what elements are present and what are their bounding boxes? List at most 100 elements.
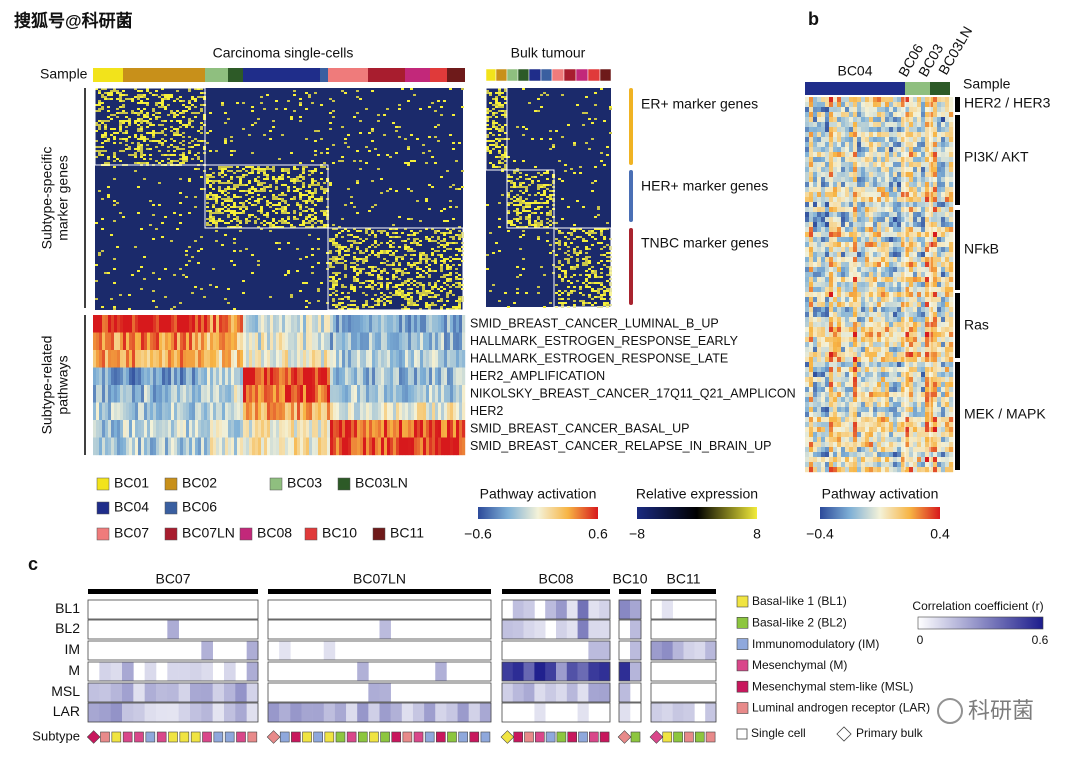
heatmap-cell	[525, 206, 528, 208]
heatmap-cell	[359, 132, 362, 134]
heatmap-cell	[263, 108, 266, 110]
heatmap-cell	[320, 220, 323, 222]
pathway-cell	[303, 367, 307, 386]
heatmap-cell	[239, 184, 242, 186]
heatmap-cell	[531, 180, 534, 182]
heatmap-cell	[248, 166, 251, 168]
heatmap-cell	[893, 152, 898, 158]
pathway-cell	[366, 315, 370, 333]
heatmap-cell	[921, 172, 926, 178]
heatmap-cell	[422, 286, 425, 288]
heatmap-cell	[323, 224, 326, 226]
heatmap-cell	[377, 244, 380, 246]
heatmap-cell	[224, 298, 227, 300]
heatmap-cell	[209, 192, 212, 194]
heatmap-cell	[937, 222, 942, 228]
heatmap-cell	[233, 204, 236, 206]
pathway-cell	[420, 437, 424, 456]
heatmap-cell	[218, 180, 221, 182]
heatmap-cell	[522, 134, 525, 136]
heatmap-cell	[194, 196, 197, 198]
heatmap-cell	[849, 132, 854, 138]
heatmap-cell	[164, 134, 167, 136]
heatmap-cell	[893, 162, 898, 168]
heatmap-cell	[392, 242, 395, 244]
pathway-cell	[438, 420, 442, 438]
heatmap-cell	[495, 126, 498, 128]
heatmap-cell	[504, 102, 507, 104]
heatmap-cell	[913, 187, 918, 193]
heatmap-cell	[813, 112, 818, 118]
heatmap-cell	[224, 194, 227, 196]
heatmap-cell	[585, 274, 588, 276]
heatmap-cell	[504, 124, 507, 126]
pathway-cell	[249, 315, 253, 333]
heatmap-cell	[809, 222, 814, 228]
heatmap-cell	[564, 274, 567, 276]
heatmap-cell	[224, 182, 227, 184]
heatmap-cell	[311, 254, 314, 256]
heatmap-cell	[410, 160, 413, 162]
heatmap-cell	[440, 266, 443, 268]
heatmap-cell	[829, 257, 834, 263]
heatmap-cell	[281, 222, 284, 224]
legend-label: BC04	[114, 499, 149, 515]
heatmap-cell	[389, 300, 392, 302]
heatmap-cell	[449, 230, 452, 232]
heatmap-cell	[825, 212, 830, 218]
heatmap-cell	[925, 107, 930, 113]
heatmap-cell	[869, 232, 874, 238]
heatmap-cell	[317, 300, 320, 302]
heatmap-cell	[561, 198, 564, 200]
pathway-cell	[369, 332, 373, 351]
heatmap-cell	[209, 194, 212, 196]
heatmap-cell	[137, 108, 140, 110]
heatmap-cell	[398, 216, 401, 218]
heatmap-cell	[170, 96, 173, 98]
pathway-cell	[186, 420, 190, 438]
heatmap-cell	[555, 228, 558, 230]
heatmap-cell	[567, 280, 570, 282]
pathway-cell	[147, 367, 151, 386]
pathway-cell	[363, 367, 367, 386]
heatmap-cell	[407, 234, 410, 236]
heatmap-cell	[561, 280, 564, 282]
heatmap-cell	[128, 122, 131, 124]
pathway-cell	[423, 420, 427, 438]
pathway-cell	[198, 332, 202, 351]
pathway-cell	[456, 402, 460, 421]
heatmap-cell	[528, 194, 531, 196]
heatmap-cell	[933, 142, 938, 148]
heatmap-cell	[945, 217, 950, 223]
heatmap-cell	[239, 176, 242, 178]
heatmap-cell	[260, 208, 263, 210]
heatmap-cell	[224, 122, 227, 124]
heatmap-cell	[404, 298, 407, 300]
heatmap-cell	[893, 107, 898, 113]
heatmap-cell	[416, 238, 419, 240]
pathway-cell	[93, 367, 97, 386]
pathway-cell	[273, 385, 277, 403]
heatmap-cell	[513, 224, 516, 226]
heatmap-cell	[158, 150, 161, 152]
pathway-cell	[348, 315, 352, 333]
heatmap-cell	[254, 180, 257, 182]
pathway-cell	[123, 350, 127, 368]
pathway-cell	[420, 385, 424, 403]
heatmap-cell	[224, 190, 227, 192]
heatmap-cell	[495, 122, 498, 124]
pathway-cell	[327, 402, 331, 421]
heatmap-cell	[849, 252, 854, 258]
heatmap-cell	[227, 166, 230, 168]
heatmap-cell	[344, 142, 347, 144]
heatmap-cell	[416, 282, 419, 284]
pathway-cell	[147, 437, 151, 456]
heatmap-cell	[941, 192, 946, 198]
heatmap-cell	[353, 206, 356, 208]
heatmap-cell	[522, 208, 525, 210]
pathway-cell	[339, 385, 343, 403]
heatmap-cell	[134, 112, 137, 114]
heatmap-cell	[350, 246, 353, 248]
heatmap-cell	[293, 190, 296, 192]
heatmap-cell	[921, 247, 926, 253]
